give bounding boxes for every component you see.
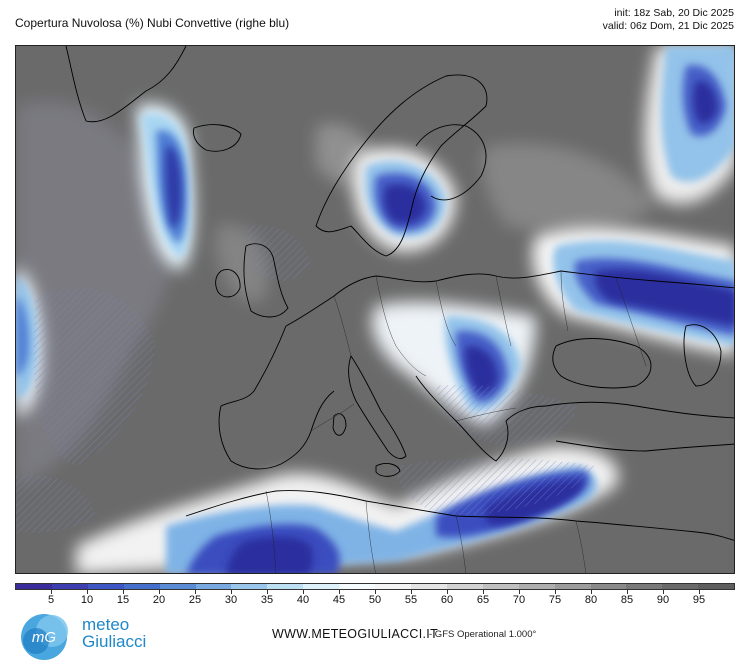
brand-bottom: Giuliacci [82, 632, 147, 651]
colorbar-tick [663, 590, 664, 594]
colorbar-tick-label: 70 [512, 594, 526, 606]
colorbar-segment [303, 584, 340, 589]
map-canvas [16, 46, 734, 573]
colorbar-tick-label: 60 [440, 594, 454, 606]
colorbar-segment [159, 584, 196, 589]
colorbar-tick-label: 40 [296, 594, 310, 606]
colorbar-segment [123, 584, 160, 589]
colorbar-segment [410, 584, 447, 589]
colorbar-tick-label: 85 [620, 594, 634, 606]
colorbar-segment [87, 584, 124, 589]
country-borders [265, 270, 647, 573]
colorbar-tick [267, 590, 268, 594]
colorbar-tick [591, 590, 592, 594]
meteo-giuliacci-logo: mG [21, 614, 68, 660]
init-time: init: 18z Sab, 20 Dic 2025 [614, 7, 734, 19]
colorbar-segment [554, 584, 591, 589]
colorbar-tick [195, 590, 196, 594]
colorbar-segment [446, 584, 483, 589]
colorbar-segment [662, 584, 699, 589]
colorbar-segment [231, 584, 268, 589]
cloud-cover-map [15, 45, 735, 574]
colorbar-segment [375, 584, 411, 589]
colorbar-tick-label: 50 [368, 594, 382, 606]
colorbar-tick-label: 20 [152, 594, 166, 606]
run-info: init: 18z Sab, 20 Dic 2025 valid: 06z Do… [603, 7, 734, 33]
colorbar-segment [51, 584, 88, 589]
colorbar-tick [87, 590, 88, 594]
colorbar-tick-label: 10 [80, 594, 94, 606]
colorbar-tick-label: 75 [548, 594, 562, 606]
colorbar-segment [339, 584, 376, 589]
colorbar-segment [267, 584, 304, 589]
colorbar-tick [231, 590, 232, 594]
colorbar-tick-label: 15 [116, 594, 130, 606]
colorbar-tick-label: 55 [404, 594, 418, 606]
convective-hatching [16, 225, 596, 533]
colorbar-segment [518, 584, 555, 589]
colorbar-segment [626, 584, 663, 589]
colorbar-tick-label: 35 [260, 594, 274, 606]
colorbar-segment [698, 584, 735, 589]
colorbar-segment [482, 584, 519, 589]
colorbar-segment [590, 584, 627, 589]
colorbar-tick-label: 45 [332, 594, 346, 606]
colorbar-tick-label: 30 [224, 594, 238, 606]
colorbar-tick [51, 590, 52, 594]
coastlines [65, 46, 734, 541]
colorbar-tick [339, 590, 340, 594]
colorbar-tick-label: 95 [692, 594, 706, 606]
model-name: - GFS Operational 1.000° [429, 629, 537, 640]
brand-top: meteo [82, 615, 130, 634]
colorbar-tick-label: 90 [656, 594, 670, 606]
colorbar-segment [16, 584, 52, 589]
colorbar-tick [483, 590, 484, 594]
website-url: WWW.METEOGIULIACCI.IT [272, 627, 439, 641]
brand-name: meteo Giuliacci [82, 616, 146, 650]
colorbar-segment [195, 584, 232, 589]
colorbar-tick [159, 590, 160, 594]
map-title: Copertura Nuvolosa (%) Nubi Convettive (… [15, 16, 290, 30]
logo-letters: mG [32, 629, 56, 646]
colorbar-tick [519, 590, 520, 594]
colorbar-tick-label: 80 [584, 594, 598, 606]
colorbar-tick [447, 590, 448, 594]
colorbar-tick-label: 25 [188, 594, 202, 606]
colorbar-tick [555, 590, 556, 594]
colorbar-tick [375, 590, 376, 594]
colorbar-tick [627, 590, 628, 594]
colorbar-tick [411, 590, 412, 594]
colorbar-tick-label: 5 [47, 594, 55, 606]
colorbar-tick-label: 65 [476, 594, 490, 606]
colorbar-ticks: 5 10 15 20 25 30 35 40 45 50 55 60 65 70 75 80 85 90 95 [15, 590, 735, 608]
colorbar-tick [123, 590, 124, 594]
colorbar-tick [699, 590, 700, 594]
colorbar [15, 583, 735, 590]
valid-time: valid: 06z Dom, 21 Dic 2025 [602, 20, 734, 32]
colorbar-tick [303, 590, 304, 594]
